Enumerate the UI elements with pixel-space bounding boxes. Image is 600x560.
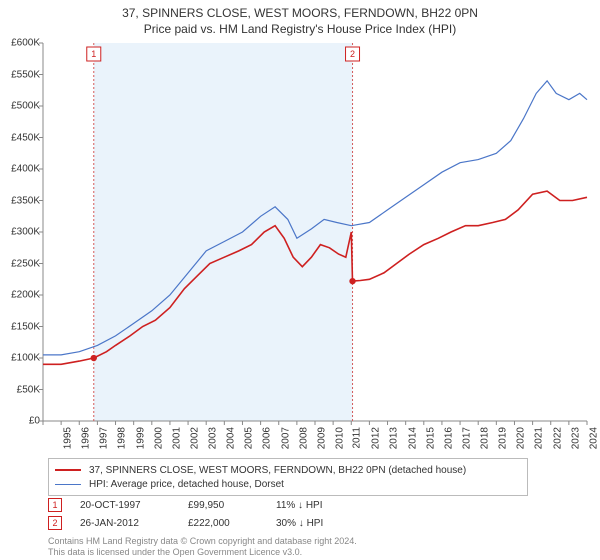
y-tick-label: £50K [2, 384, 40, 395]
sale-row-1: 1 20-OCT-1997 £99,950 11% ↓ HPI [48, 498, 346, 512]
legend-label-price: 37, SPINNERS CLOSE, WEST MOORS, FERNDOWN… [89, 465, 466, 476]
chart-svg: 12 [43, 43, 587, 421]
sale-1-date: 20-OCT-1997 [80, 500, 170, 511]
x-tick-label: 2009 [316, 427, 327, 449]
sale-1-price: £99,950 [188, 500, 258, 511]
x-axis-tickmarks [43, 421, 587, 425]
x-tick-label: 2023 [570, 427, 581, 449]
y-tick-label: £550K [2, 69, 40, 80]
x-tick-label: 2013 [389, 427, 400, 449]
sale-row-2: 2 26-JAN-2012 £222,000 30% ↓ HPI [48, 516, 346, 530]
x-tick-label: 2002 [189, 427, 200, 449]
x-tick-label: 2020 [516, 427, 527, 449]
sale-2-price: £222,000 [188, 518, 258, 529]
x-tick-label: 2007 [280, 427, 291, 449]
y-tick-label: £500K [2, 101, 40, 112]
sale-2-date: 26-JAN-2012 [80, 518, 170, 529]
y-tick-label: £200K [2, 290, 40, 301]
x-tick-label: 1996 [80, 427, 91, 449]
x-tick-label: 2006 [262, 427, 273, 449]
x-tick-label: 2017 [461, 427, 472, 449]
x-tick-label: 2022 [552, 427, 563, 449]
x-tick-label: 1997 [99, 427, 110, 449]
y-tick-label: £0 [2, 416, 40, 427]
legend-swatch-price [55, 469, 81, 471]
x-tick-label: 2004 [225, 427, 236, 449]
plot-area: 12 [43, 43, 587, 421]
legend-row-hpi: HPI: Average price, detached house, Dors… [55, 477, 521, 491]
legend-row-price: 37, SPINNERS CLOSE, WEST MOORS, FERNDOWN… [55, 463, 521, 477]
x-tick-label: 1995 [62, 427, 73, 449]
legend-swatch-hpi [55, 484, 81, 485]
x-tick-label: 2001 [171, 427, 182, 449]
x-tick-label: 2008 [298, 427, 309, 449]
x-tick-label: 2003 [207, 427, 218, 449]
sale-1-pct-vs-hpi: 11% ↓ HPI [276, 500, 346, 511]
y-tick-label: £600K [2, 38, 40, 49]
copyright-notice: Contains HM Land Registry data © Crown c… [48, 536, 357, 558]
x-tick-label: 2021 [534, 427, 545, 449]
y-tick-label: £450K [2, 132, 40, 143]
x-tick-label: 2018 [479, 427, 490, 449]
shaded-ownership-region [94, 43, 353, 421]
chart-container: 37, SPINNERS CLOSE, WEST MOORS, FERNDOWN… [0, 0, 600, 560]
x-tick-label: 2019 [497, 427, 508, 449]
x-tick-label: 2015 [425, 427, 436, 449]
x-tick-label: 1998 [117, 427, 128, 449]
svg-text:2: 2 [350, 49, 355, 59]
y-tick-label: £150K [2, 321, 40, 332]
y-tick-label: £250K [2, 258, 40, 269]
x-tick-label: 2011 [352, 427, 363, 449]
x-tick-label: 2024 [588, 427, 599, 449]
legend: 37, SPINNERS CLOSE, WEST MOORS, FERNDOWN… [48, 458, 528, 496]
svg-text:1: 1 [91, 49, 96, 59]
x-tick-label: 2000 [153, 427, 164, 449]
x-tick-label: 2005 [244, 427, 255, 449]
copyright-line2: This data is licensed under the Open Gov… [48, 547, 302, 557]
y-tick-label: £100K [2, 353, 40, 364]
sale-2-pct-vs-hpi: 30% ↓ HPI [276, 518, 346, 529]
y-tick-label: £300K [2, 227, 40, 238]
x-tick-label: 2014 [407, 427, 418, 449]
x-tick-label: 2016 [443, 427, 454, 449]
chart-title-line1: 37, SPINNERS CLOSE, WEST MOORS, FERNDOWN… [0, 6, 600, 20]
y-tick-label: £350K [2, 195, 40, 206]
x-tick-label: 1999 [135, 427, 146, 449]
y-tick-label: £400K [2, 164, 40, 175]
x-tick-label: 2012 [371, 427, 382, 449]
sale-marker-1-box: 1 [48, 498, 62, 512]
sale-marker-2-box: 2 [48, 516, 62, 530]
chart-title-line2: Price paid vs. HM Land Registry's House … [0, 22, 600, 36]
legend-label-hpi: HPI: Average price, detached house, Dors… [89, 479, 284, 490]
copyright-line1: Contains HM Land Registry data © Crown c… [48, 536, 357, 546]
x-tick-label: 2010 [334, 427, 345, 449]
